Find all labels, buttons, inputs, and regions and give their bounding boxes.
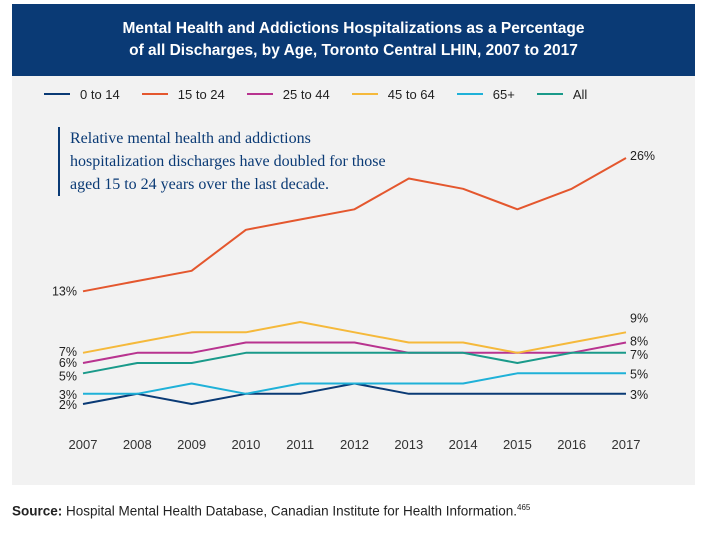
chart-legend: 0 to 14 15 to 24 25 to 44 45 to 64 65+ A…	[44, 84, 609, 104]
series-line-all	[82, 351, 626, 375]
source-label: Source:	[12, 503, 63, 519]
start-value-label: 7%	[59, 345, 77, 359]
end-value-label: 8%	[630, 335, 648, 349]
x-tick-label: 2017	[612, 437, 641, 452]
x-tick-label: 2013	[394, 437, 423, 452]
legend-item-15-to-24: 15 to 24	[141, 86, 225, 102]
legend-label: 15 to 24	[177, 86, 225, 102]
source-reference: 465	[517, 503, 531, 512]
legend-swatch	[351, 93, 378, 95]
end-value-label: 9%	[630, 311, 648, 325]
end-value-label: 5%	[630, 367, 648, 381]
x-tick-label: 2016	[557, 437, 586, 452]
x-tick-label: 2011	[286, 437, 314, 452]
chart-title-line1: Mental Health and Addictions Hospitaliza…	[122, 20, 585, 37]
series-line-45-to-64	[82, 321, 627, 354]
legend-item-all: All	[536, 86, 588, 102]
legend-label: 45 to 64	[387, 86, 435, 102]
legend-swatch	[456, 93, 483, 95]
legend-item-65-plus: 65+	[456, 86, 515, 102]
legend-swatch	[246, 93, 273, 95]
start-value-label: 6%	[59, 356, 77, 370]
legend-swatch	[44, 93, 70, 95]
start-value-label: 3%	[59, 388, 77, 402]
x-tick-label: 2012	[340, 437, 369, 452]
series-line-0-to-14	[82, 382, 626, 405]
x-tick-label: 2009	[177, 437, 206, 452]
legend-item-0-to-14: 0 to 14	[44, 87, 120, 102]
legend-label: All	[572, 86, 588, 102]
end-value-label: 3%	[630, 388, 648, 402]
start-value-label: 13%	[52, 284, 77, 298]
x-tick-label: 2014	[449, 437, 478, 452]
legend-label: 0 to 14	[80, 86, 120, 102]
legend-item-45-to-64: 45 to 64	[351, 86, 435, 102]
legend-swatch	[536, 93, 563, 95]
legend-label: 65+	[492, 86, 515, 102]
x-tick-label: 2010	[231, 437, 260, 452]
chart-annotation: Relative mental health and addictions ho…	[58, 127, 390, 196]
chart-panel: Mental Health and Addictions Hospitaliza…	[12, 4, 695, 485]
series-line-25-to-44	[82, 341, 627, 364]
x-tick-label: 2015	[503, 437, 532, 452]
chart-title: Mental Health and Addictions Hospitaliza…	[12, 4, 695, 76]
legend-item-25-to-44: 25 to 44	[246, 86, 330, 102]
end-value-label: 7%	[630, 348, 648, 362]
end-value-label: 26%	[630, 149, 655, 163]
source-text: Hospital Mental Health Database, Canadia…	[62, 503, 518, 519]
series-line-65plus	[83, 372, 626, 395]
series-line-15-to-24	[82, 157, 627, 293]
start-value-label: 5%	[59, 369, 77, 383]
x-tick-label: 2008	[123, 437, 152, 452]
legend-label: 25 to 44	[282, 86, 330, 102]
chart-title-line2: of all Discharges, by Age, Toronto Centr…	[129, 42, 578, 59]
start-value-label: 2%	[59, 398, 77, 412]
x-tick-label: 2007	[69, 437, 98, 452]
legend-swatch	[141, 93, 168, 95]
source-note: Source: Hospital Mental Health Database,…	[12, 503, 530, 519]
